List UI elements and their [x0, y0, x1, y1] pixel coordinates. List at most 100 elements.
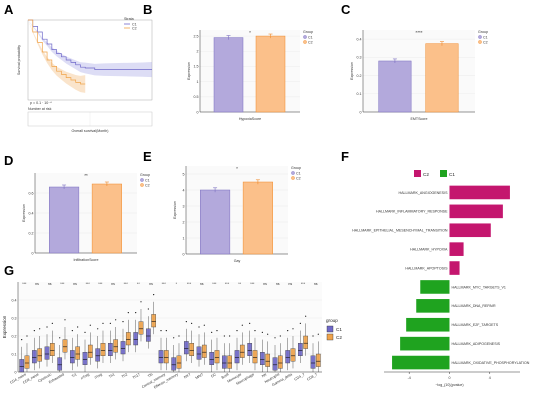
legend-title: Group	[140, 173, 150, 177]
g-category-label: MAIT	[195, 372, 205, 380]
g-outlier	[211, 331, 213, 333]
g-outlier	[254, 330, 256, 332]
g-outlier	[127, 312, 129, 314]
y-tick-label: 0.4	[12, 298, 17, 302]
g-significance: ns	[48, 282, 52, 286]
legend-label-c2: C2	[308, 40, 313, 44]
g-outlier	[89, 324, 91, 326]
y-axis-label: Expression	[187, 62, 191, 80]
g-outlier	[115, 319, 117, 321]
legend-key-c1	[303, 35, 307, 39]
y-axis-label: Expression	[350, 62, 354, 80]
g-significance: ***	[86, 282, 91, 286]
g-significance: ***	[212, 282, 217, 286]
g-outlier	[299, 322, 301, 324]
panel-label-e: E	[143, 149, 152, 164]
g-box-c1	[57, 357, 63, 371]
f-x-tick-label: -4	[408, 376, 411, 380]
f-bar	[392, 355, 450, 370]
km-y-axis-label: Survival probability	[17, 45, 21, 75]
y-axis-label: Expression	[173, 201, 177, 219]
g-outlier	[84, 331, 86, 333]
panel-label-c: C	[341, 2, 351, 17]
legend-key-c1	[478, 35, 482, 39]
g-box-c1	[234, 350, 240, 364]
legend-label-c1: C1	[483, 35, 488, 39]
y-tick-label: 0.2	[29, 231, 34, 235]
g-outlier	[191, 322, 193, 324]
f-category-label: HALLMARK_OXIDATIVE_PHOSPHORYLATION	[451, 361, 529, 365]
panel-label-a: A	[4, 2, 14, 17]
km-risk-table-title: Number at risk	[28, 107, 52, 111]
panel-label-g: G	[4, 263, 14, 278]
f-bar	[449, 261, 460, 275]
g-outlier	[317, 333, 319, 335]
g-significance: ***	[162, 282, 167, 286]
g-outlier	[274, 337, 276, 339]
f-x-axis-label: −log_{10}(pvalue)	[435, 383, 463, 387]
legend-label-c2: C2	[145, 183, 150, 187]
g-legend-label-c2: C2	[336, 335, 342, 340]
g-box-c2	[62, 339, 68, 353]
f-category-label: HALLMARK_MYC_TARGETS_V1	[451, 285, 505, 289]
g-box-c2	[87, 344, 93, 358]
g-box-c1	[95, 348, 101, 362]
g-box-c1	[183, 341, 189, 355]
y-tick-label: 0.1	[12, 352, 17, 356]
g-outlier	[147, 308, 149, 310]
g-category-label: Exhausted	[48, 372, 65, 384]
panel-label-d: D	[4, 153, 13, 168]
bar-c2	[91, 183, 122, 254]
g-significance: ns	[276, 282, 280, 286]
f-bar	[449, 185, 510, 200]
g-category-label: Th1	[108, 372, 115, 379]
g-outlier	[173, 337, 175, 339]
g-significance: ns	[263, 282, 267, 286]
legend-label-c1: C1	[145, 178, 150, 182]
y-tick-label: 0	[360, 110, 362, 114]
y-tick-label: 0.3	[12, 316, 17, 320]
legend-label-c1: C1	[296, 171, 301, 175]
y-tick-label: 0	[32, 251, 34, 255]
g-box-c2	[100, 343, 106, 357]
g-outlier	[292, 328, 294, 330]
bar-c1	[200, 189, 231, 255]
g-outlier	[109, 322, 111, 324]
km-plot-frame	[27, 19, 153, 101]
g-box-c1	[259, 352, 265, 366]
significance-marker: ****	[415, 30, 422, 35]
g-outlier	[59, 337, 61, 339]
g-outlier	[102, 322, 104, 324]
g-outlier	[305, 315, 307, 317]
g-legend-key-c2	[326, 333, 334, 341]
legend-label-c1: C1	[308, 35, 313, 39]
g-outlier	[249, 322, 251, 324]
g-outlier	[279, 335, 281, 337]
g-box-c2	[113, 339, 119, 353]
g-box-c1	[310, 355, 316, 369]
g-box-c2	[49, 343, 55, 357]
f-category-label: HALLMARK_ANGIOGENESIS	[399, 191, 449, 195]
f-bar	[400, 336, 450, 351]
y-tick-label: 1	[197, 80, 199, 84]
g-outlier	[267, 333, 269, 335]
f-category-label: HALLMARK_INFLAMMATORY_RESPONSE	[376, 210, 448, 214]
g-outlier	[216, 330, 218, 332]
g-y-axis-label: Expression	[2, 315, 7, 338]
g-outlier	[236, 330, 238, 332]
g-box-c2	[151, 314, 157, 328]
y-tick-label: 5	[183, 172, 185, 176]
g-box-c1	[82, 352, 88, 366]
g-category-label: CD4_T	[294, 372, 307, 382]
y-tick-label: 0.1	[357, 92, 362, 96]
g-box-c2	[176, 355, 182, 369]
g-box-c2	[163, 350, 169, 364]
y-axis-label: Expression	[22, 204, 26, 222]
g-plot-bg	[18, 282, 322, 372]
g-box-c2	[125, 332, 131, 346]
g-significance: ***	[124, 282, 129, 286]
km-pvalue-annotation: p = 0.1 · 10⁻⁴	[30, 101, 52, 105]
legend-key-c2	[478, 40, 482, 44]
g-outlier	[33, 330, 35, 332]
f-category-label: HALLMARK_ADIPOGENESIS	[451, 342, 500, 346]
